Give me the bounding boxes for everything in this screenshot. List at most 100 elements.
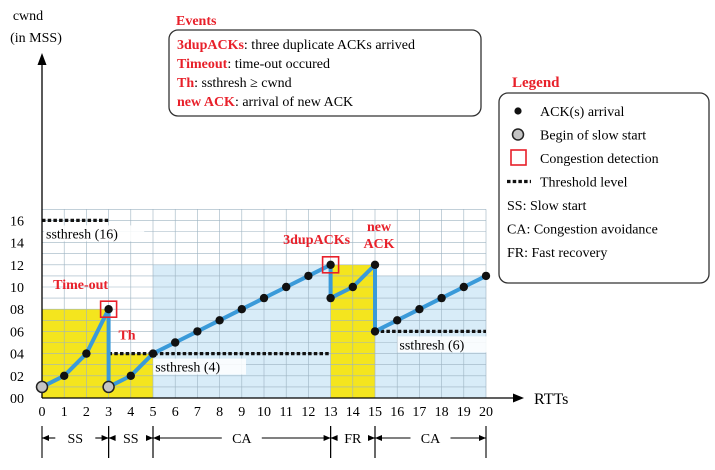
phase-arrow-left (330, 435, 338, 441)
x-tick-labels: 0 1 2 3 4 5 6 7 8 9 10 11 12 13 14 15 16 17 18 19 20 (39, 405, 494, 420)
phase-label: SS (123, 432, 139, 447)
threshold-label-bg (153, 358, 247, 375)
y-tick-label: 04 (10, 348, 24, 363)
ack-point (326, 260, 335, 269)
annotation-label: Th (118, 329, 135, 344)
phase-arrow-left (42, 435, 49, 441)
x-tick-label: 11 (279, 405, 292, 420)
x-tick-label: 4 (127, 405, 134, 420)
ack-point (459, 282, 468, 292)
x-tick-label: 16 (390, 405, 404, 420)
ack-point (59, 371, 69, 380)
event-annotations: Time-out Th 3dupACKs new ACK (53, 220, 395, 344)
threshold-label: ssthresh (4) (155, 361, 220, 376)
phase-arrow-right (146, 435, 153, 441)
event-item: 3dupACKs: three duplicate ACKs arrived (177, 38, 415, 53)
legend-square-icon (510, 149, 527, 166)
legend-circle-icon (511, 128, 525, 141)
x-tick-label: 20 (479, 405, 493, 420)
x-tick-label: 3 (105, 405, 112, 420)
ack-point (481, 271, 491, 281)
threshold-label-bg (44, 225, 145, 242)
y-tick-label: 10 (10, 281, 24, 296)
phase-arrow-right (323, 435, 331, 441)
x-tick-label: 0 (39, 405, 46, 420)
event-key: new ACK (177, 95, 235, 110)
annotation-label: Time-out (53, 278, 108, 293)
annotation-label: 3dupACKs (283, 233, 350, 248)
y-axis-label-line2: (in MSS) (10, 31, 62, 46)
threshold-label-bg (397, 336, 491, 353)
legend-dot-icon (514, 107, 522, 115)
ack-point (104, 305, 113, 314)
legend-frame (498, 92, 710, 284)
chart-axes: cwnd (in MSS) RTTs (10, 9, 568, 408)
phase-brackets: SS SS CA FR CA (41, 426, 487, 458)
event-key: Th (177, 76, 194, 91)
ack-point (171, 338, 180, 347)
data-markers (35, 255, 491, 394)
legend-list: ACK(s) arrival Begin of slow start Congest… (507, 105, 659, 261)
slow-start-point (35, 380, 49, 394)
y-tick-labels: 00 02 04 06 08 10 12 14 16 (10, 214, 24, 407)
x-tick-label: 7 (194, 405, 201, 420)
event-item: Th: ssthresh ≥ cwnd (177, 76, 292, 91)
legend-title: Legend (512, 75, 560, 91)
ack-point (282, 282, 291, 292)
ack-point (193, 327, 202, 336)
phase-label: FR (344, 432, 362, 447)
phase-label: SS (68, 432, 84, 447)
congestion-marker (321, 255, 340, 274)
event-key: Timeout (177, 57, 228, 72)
legend-item-label: SS: Slow start (507, 199, 586, 214)
x-tick-label: 18 (435, 405, 449, 420)
ack-point (82, 349, 91, 358)
phase-label: CA (421, 432, 441, 447)
phase-arrow-left (375, 435, 382, 441)
y-tick-label: 00 (10, 392, 24, 407)
y-tick-label: 14 (10, 237, 24, 252)
event-item: new ACK: arrival of new ACK (177, 95, 353, 110)
ack-point (326, 293, 335, 303)
congestion-marker (99, 300, 118, 319)
phase-arrow-right (479, 435, 486, 441)
event-description: : three duplicate ACKs arrived (244, 38, 415, 53)
ack-point (215, 316, 224, 325)
legend-item-label: FR: Fast recovery (507, 246, 607, 261)
ack-point (370, 327, 380, 336)
legend-item-label: ACK(s) arrival (540, 105, 624, 120)
event-item: Timeout: time-out occured (177, 57, 330, 72)
event-key: 3dupACKs (177, 38, 244, 53)
phase-arrow-right (368, 435, 375, 441)
annotation-label: new (367, 220, 392, 235)
phase-label: CA (232, 432, 252, 447)
ack-point (237, 305, 246, 314)
phase-arrow-left (108, 435, 116, 441)
x-axis-arrow (513, 393, 524, 403)
x-tick-label: 17 (412, 405, 426, 420)
ack-point (348, 282, 357, 292)
x-tick-label: 19 (457, 405, 471, 420)
x-tick-label: 6 (172, 405, 179, 420)
events-list: 3dupACKs: three duplicate ACKs arrived Ti… (177, 38, 415, 110)
y-tick-label: 16 (10, 214, 24, 229)
y-tick-label: 02 (10, 370, 24, 385)
y-tick-label: 12 (10, 259, 24, 274)
y-tick-label: 08 (10, 303, 24, 318)
phase-arrow-left (153, 435, 160, 441)
legend-item-label: Begin of slow start (540, 129, 646, 144)
event-description: : time-out occured (227, 57, 330, 72)
ack-point (126, 371, 135, 380)
ack-point (437, 293, 446, 303)
x-tick-label: 9 (238, 405, 245, 420)
ack-point (370, 260, 380, 269)
slow-start-point (102, 380, 115, 394)
legend-item-label: CA: Congestion avoidance (507, 223, 658, 238)
x-tick-label: 10 (257, 405, 271, 420)
legend-box: Legend ACK(s) arrival Begin of slow start… (498, 75, 710, 284)
ack-point (304, 271, 313, 281)
x-tick-label: 15 (368, 405, 382, 420)
annotation-label: ACK (363, 237, 394, 252)
ack-point (393, 316, 402, 325)
